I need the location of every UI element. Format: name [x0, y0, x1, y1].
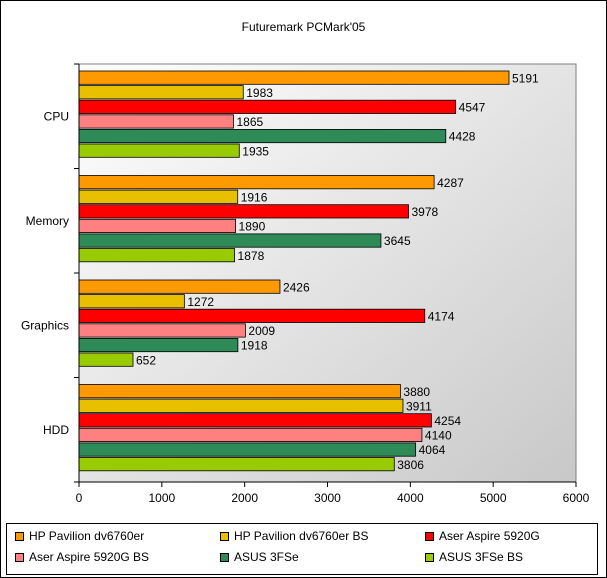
legend-swatch	[425, 531, 434, 541]
category-label: HDD	[43, 423, 69, 437]
bar	[78, 85, 244, 100]
data-label: 1878	[238, 249, 265, 263]
bar	[78, 99, 457, 114]
data-label: 1890	[239, 220, 266, 234]
bar	[78, 323, 246, 338]
legend-item: Aser Aspire 5920G BS	[15, 550, 149, 564]
legend-item: Aser Aspire 5920G	[425, 529, 540, 543]
legend-label: Aser Aspire 5920G BS	[29, 550, 150, 564]
legend-label: HP Pavilion dv6760er BS	[234, 529, 369, 543]
legend-label: ASUS 3FSe	[234, 550, 299, 564]
legend-label: HP Pavilion dv6760er	[29, 529, 145, 543]
bar	[78, 218, 236, 234]
chart-title: Futuremark PCMark'05	[241, 20, 366, 34]
data-label: 3911	[406, 399, 432, 413]
bar	[78, 337, 239, 353]
data-label: 4254	[434, 414, 461, 428]
data-label: 1272	[187, 295, 214, 309]
bar-chart: 5191 1983 4547 1865 4428 1935 4287 1916 3978 1890…	[21, 63, 590, 505]
data-label: 4547	[459, 101, 486, 115]
x-tick-label: 6000	[563, 491, 590, 505]
bar	[78, 279, 281, 294]
data-label: 3806	[397, 458, 424, 472]
data-label: 1865	[236, 115, 263, 129]
bar	[78, 248, 235, 263]
bar	[78, 204, 409, 219]
legend-label: ASUS 3FSe BS	[439, 550, 524, 564]
data-label: 3880	[403, 385, 430, 399]
bar	[78, 128, 447, 144]
bar	[78, 442, 417, 457]
data-label: 3645	[384, 234, 411, 248]
bar	[78, 175, 435, 190]
legend-swatch	[220, 531, 229, 541]
data-label: 4174	[428, 310, 455, 324]
x-tick-label: 2000	[231, 491, 258, 505]
data-label: 4428	[449, 130, 476, 144]
bar	[78, 114, 234, 129]
bar	[78, 398, 404, 413]
x-tick-label: 4000	[397, 491, 424, 505]
legend-item: HP Pavilion dv6760er BS	[220, 529, 369, 543]
bar	[78, 70, 510, 85]
legend-swatch	[220, 552, 229, 562]
data-label: 3978	[412, 205, 439, 219]
bar	[78, 143, 240, 158]
legend-label: Aser Aspire 5920G	[439, 529, 540, 543]
legend-swatch	[425, 552, 434, 562]
data-label: 2009	[248, 324, 275, 338]
data-label: 4140	[425, 429, 452, 443]
bar	[78, 189, 239, 204]
bar	[78, 352, 134, 367]
category-label: CPU	[44, 109, 69, 123]
data-label: 1918	[241, 339, 268, 353]
legend-item: HP Pavilion dv6760er	[15, 529, 144, 543]
legend-item: ASUS 3FSe	[220, 550, 299, 564]
category-label: Graphics	[21, 318, 69, 332]
legend-item: ASUS 3FSe BS	[425, 550, 523, 564]
data-label: 1935	[242, 144, 269, 158]
data-label: 2426	[283, 280, 310, 294]
legend-swatch	[15, 531, 24, 541]
bar	[78, 457, 395, 472]
x-tick-label: 0	[76, 491, 83, 505]
data-label: 1983	[246, 86, 273, 100]
bar	[78, 233, 382, 248]
category-label: Memory	[26, 214, 69, 228]
legend-swatch	[15, 552, 24, 562]
x-tick-label: 1000	[148, 491, 175, 505]
bar	[78, 384, 401, 399]
legend: HP Pavilion dv6760er HP Pavilion dv6760er…	[6, 523, 598, 575]
bar	[78, 413, 432, 428]
data-label: 5191	[512, 71, 539, 85]
bar	[78, 427, 423, 442]
bar	[78, 294, 185, 309]
data-label: 652	[136, 353, 156, 367]
x-tick-label: 3000	[314, 491, 341, 505]
bar	[78, 308, 426, 323]
data-label: 1916	[241, 190, 268, 204]
data-label: 4287	[437, 176, 464, 190]
data-label: 4064	[419, 443, 446, 457]
x-tick-label: 5000	[480, 491, 507, 505]
